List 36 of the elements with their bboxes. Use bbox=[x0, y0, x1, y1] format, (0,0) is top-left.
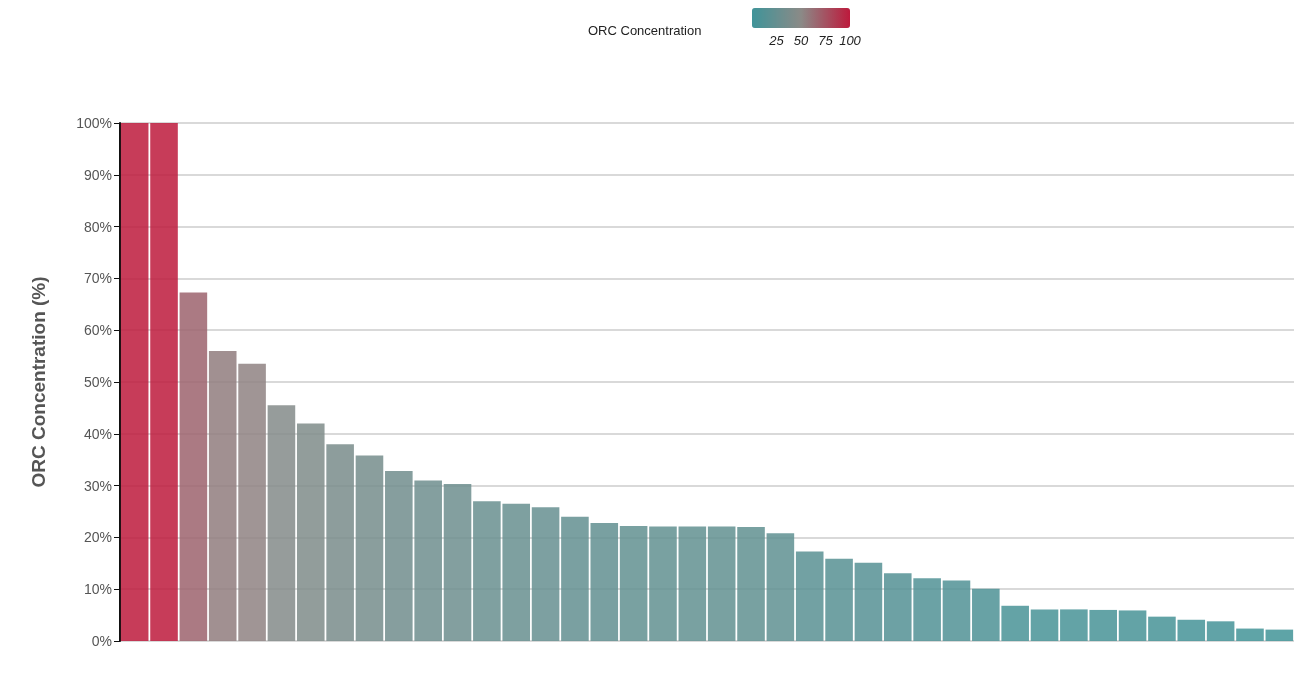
y-tick-label: 30% bbox=[83, 477, 112, 494]
bar bbox=[1030, 609, 1059, 641]
color-bar-label: 100 bbox=[839, 33, 862, 48]
y-tick-label: 70% bbox=[83, 270, 112, 287]
y-tick-label: 20% bbox=[83, 529, 112, 546]
y-tick-label: 50% bbox=[83, 374, 112, 390]
bar bbox=[531, 507, 560, 641]
color-bar-title: ORC Concentration bbox=[588, 23, 702, 38]
bar bbox=[150, 123, 178, 641]
color-bar-label: 75 bbox=[818, 33, 834, 48]
bar bbox=[267, 405, 296, 641]
bar bbox=[649, 526, 677, 641]
bar bbox=[355, 455, 384, 641]
bar bbox=[1236, 628, 1264, 641]
bar bbox=[1265, 629, 1294, 641]
y-tick-label: 60% bbox=[83, 322, 112, 339]
bar bbox=[707, 526, 736, 641]
bar bbox=[766, 533, 795, 641]
bar bbox=[443, 484, 472, 641]
y-tick-label: 10% bbox=[83, 581, 112, 598]
y-tick-label: 90% bbox=[83, 166, 112, 183]
y-tick-label: 100% bbox=[76, 115, 112, 131]
bar bbox=[179, 292, 208, 641]
bar bbox=[1206, 621, 1235, 641]
bar bbox=[1118, 610, 1147, 641]
bar bbox=[942, 580, 971, 641]
y-tick-label: 0% bbox=[91, 633, 112, 649]
bar bbox=[737, 527, 765, 641]
y-tick-label: 40% bbox=[83, 425, 112, 442]
bar bbox=[678, 526, 707, 641]
bar bbox=[854, 562, 883, 641]
color-bar-label: 50 bbox=[793, 33, 809, 48]
y-tick-label: 80% bbox=[83, 218, 112, 235]
bar bbox=[619, 526, 648, 641]
color-bar-label: 25 bbox=[768, 33, 785, 48]
y-axis-title: ORC Concentration (%) bbox=[28, 276, 49, 488]
